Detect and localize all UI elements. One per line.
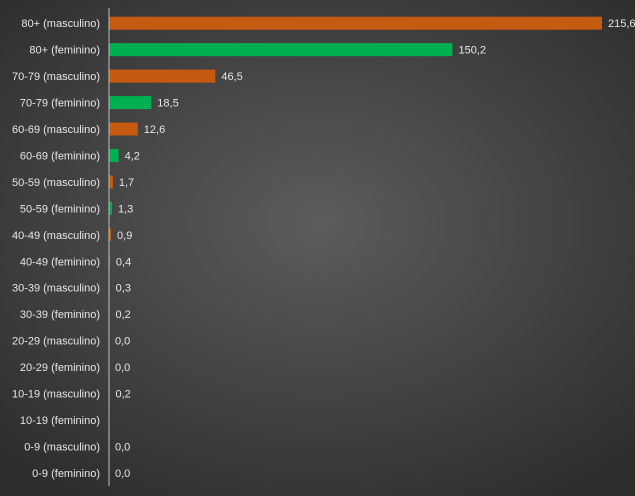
- data-label: 0,0: [115, 362, 130, 374]
- data-label: 0,2: [115, 309, 130, 321]
- category-label: 10-19 (feminino): [20, 415, 100, 427]
- bar: [109, 16, 602, 30]
- category-label: 50-59 (masculino): [12, 177, 100, 189]
- bar: [109, 228, 112, 242]
- data-label: 0,9: [117, 230, 132, 242]
- data-label: 0,0: [115, 468, 130, 480]
- category-label: 0-9 (masculino): [24, 441, 100, 453]
- data-label: 4,2: [125, 150, 140, 162]
- data-label: 0,0: [115, 441, 130, 453]
- data-label: 18,5: [157, 98, 178, 110]
- category-label: 70-79 (feminino): [20, 98, 100, 110]
- data-label: 1,3: [118, 203, 133, 215]
- category-label: 80+ (feminino): [29, 45, 100, 57]
- data-label: 0,4: [116, 256, 131, 268]
- category-label: 60-69 (masculino): [12, 124, 100, 136]
- data-label: 0,0: [115, 336, 130, 348]
- data-label: 0,2: [115, 389, 130, 401]
- category-label: 50-59 (feminino): [20, 203, 100, 215]
- data-label: 1,7: [119, 177, 134, 189]
- category-label: 40-49 (masculino): [12, 230, 100, 242]
- category-label: 10-19 (masculino): [12, 389, 100, 401]
- category-label: 70-79 (masculino): [12, 71, 100, 83]
- category-label: 30-39 (masculino): [12, 283, 100, 295]
- bar: [109, 122, 138, 136]
- bar: [109, 201, 112, 215]
- bar: [109, 148, 119, 162]
- category-label: 0-9 (feminino): [32, 468, 100, 480]
- category-label: 20-29 (masculino): [12, 336, 100, 348]
- category-label: 60-69 (feminino): [20, 150, 100, 162]
- data-label: 0,3: [116, 283, 131, 295]
- bar: [109, 69, 216, 83]
- category-label: 40-49 (feminino): [20, 256, 100, 268]
- category-label: 30-39 (feminino): [20, 309, 100, 321]
- category-label: 20-29 (feminino): [20, 362, 100, 374]
- bar: [109, 175, 113, 189]
- bar: [109, 96, 152, 110]
- data-label: 150,2: [458, 45, 486, 57]
- category-label: 80+ (masculino): [21, 18, 100, 30]
- bar: [109, 43, 453, 57]
- data-label: 215,6: [608, 18, 635, 30]
- data-label: 46,5: [221, 71, 242, 83]
- data-label: 12,6: [144, 124, 165, 136]
